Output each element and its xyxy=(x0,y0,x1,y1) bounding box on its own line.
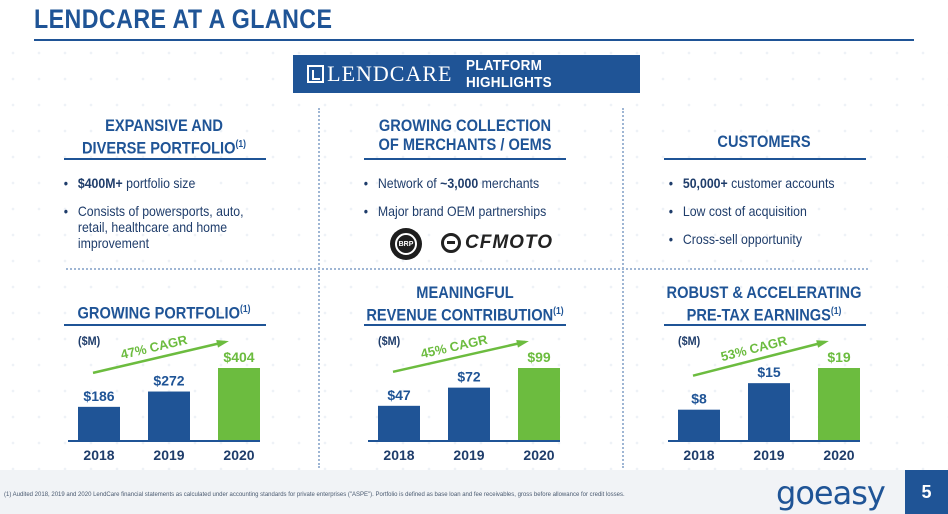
data-label-2020: $19 xyxy=(827,349,851,365)
chart-portfolio-rule xyxy=(64,324,266,326)
tick-label-2018: 2018 xyxy=(83,447,114,463)
panel-portfolio-title: EXPANSIVE AND DIVERSE PORTFOLIO(1) xyxy=(81,116,247,158)
panel-merchants-rule xyxy=(364,158,566,160)
list-item: Major brand OEM partnerships xyxy=(362,203,573,219)
cagr-arrow-line xyxy=(92,340,226,375)
list-item: $400M+ portfolio size xyxy=(62,175,264,191)
banner-subtitle: PLATFORM HIGHLIGHTS xyxy=(466,57,553,91)
lendcare-logo-icon xyxy=(307,65,325,83)
tick-label-2019: 2019 xyxy=(153,447,184,463)
title-rule xyxy=(34,39,914,41)
bar-2018 xyxy=(78,406,120,440)
list-item: Network of ~3,000 merchants xyxy=(362,175,573,191)
tick-label-2019: 2019 xyxy=(453,447,484,463)
bar-2020 xyxy=(218,368,260,440)
tick-label-2018: 2018 xyxy=(683,447,714,463)
bar-2020 xyxy=(818,368,860,440)
customers-bullets: 50,000+ customer accounts Low cost of ac… xyxy=(667,175,887,259)
chart-earnings: ($M) $8 2018 $15 2019 $19 2020 53% CAGR xyxy=(664,332,874,467)
bar-2019 xyxy=(448,387,490,440)
tick-label-2018: 2018 xyxy=(383,447,414,463)
data-label-2018: $186 xyxy=(83,388,114,404)
list-item: Low cost of acquisition xyxy=(667,203,861,219)
bar-2020 xyxy=(518,368,560,440)
cfmoto-logo: CFMOTO xyxy=(441,232,553,254)
chart-revenue: ($M) $47 2018 $72 2019 $99 2020 45% CAGR xyxy=(364,332,574,467)
panel-merchants-title: GROWING COLLECTION OF MERCHANTS / OEMS xyxy=(378,116,552,154)
page-number: 5 xyxy=(905,470,948,514)
platform-banner: LENDCARE PLATFORM HIGHLIGHTS xyxy=(293,55,640,93)
chart-unit-label: ($M) xyxy=(678,334,701,348)
banner-brand: LENDCARE xyxy=(327,61,453,86)
bar-2018 xyxy=(678,409,720,440)
tick-label-2020: 2020 xyxy=(523,447,554,463)
data-label-2020: $404 xyxy=(223,349,254,365)
chart-unit-label: ($M) xyxy=(78,334,101,348)
list-item: Consists of powersports, auto, retail, h… xyxy=(62,203,264,251)
data-label-2019: $72 xyxy=(457,369,481,385)
panel-customers-title: CUSTOMERS xyxy=(717,132,811,151)
list-item: Cross-sell opportunity xyxy=(667,231,861,247)
panel-portfolio-rule xyxy=(64,158,266,160)
data-label-2019: $15 xyxy=(757,364,781,380)
chart-revenue-rule xyxy=(364,324,566,326)
data-label-2018: $8 xyxy=(691,391,707,407)
chart-earnings-title: ROBUST & ACCELERATING PRE-TAX EARNINGS(1… xyxy=(666,283,862,325)
chart-earnings-rule xyxy=(664,324,866,326)
divider-horizontal xyxy=(66,268,868,270)
merchants-bullets: Network of ~3,000 merchants Major brand … xyxy=(362,175,602,231)
cagr-arrowhead-icon xyxy=(516,339,529,348)
cagr-arrowhead-icon xyxy=(216,340,229,348)
panel-customers-rule xyxy=(664,158,866,160)
chart-revenue-title: MEANINGFUL REVENUE CONTRIBUTION(1) xyxy=(366,283,564,325)
brp-logo: BRP xyxy=(390,228,422,260)
goeasy-logo: goeasy xyxy=(776,474,886,512)
cagr-arrow-line xyxy=(692,340,826,377)
list-item: 50,000+ customer accounts xyxy=(667,175,861,191)
bar-2019 xyxy=(148,391,190,440)
footnote: (1) Audited 2018, 2019 and 2020 LendCare… xyxy=(4,492,625,498)
bar-2018 xyxy=(378,405,420,440)
tick-label-2020: 2020 xyxy=(223,447,254,463)
portfolio-bullets: $400M+ portfolio size Consists of powers… xyxy=(62,175,292,263)
cagr-arrowhead-icon xyxy=(816,340,829,348)
chart-portfolio-title: GROWING PORTFOLIO(1) xyxy=(77,303,251,323)
data-label-2018: $47 xyxy=(387,387,411,403)
tick-label-2020: 2020 xyxy=(823,447,854,463)
data-label-2019: $272 xyxy=(153,373,184,389)
tick-label-2019: 2019 xyxy=(753,447,784,463)
chart-unit-label: ($M) xyxy=(378,334,401,348)
divider-vertical-right xyxy=(622,108,624,468)
divider-vertical-left xyxy=(318,108,320,468)
footer-bar xyxy=(0,470,948,514)
bar-2019 xyxy=(748,383,790,440)
data-label-2020: $99 xyxy=(527,349,551,365)
chart-portfolio: ($M) $186 2018 $272 2019 $404 2020 47% CAGR xyxy=(64,332,274,467)
page-title: LENDCARE AT A GLANCE xyxy=(34,4,333,34)
cagr-arrow-line xyxy=(392,340,526,374)
cfmoto-mark-icon xyxy=(441,233,461,253)
